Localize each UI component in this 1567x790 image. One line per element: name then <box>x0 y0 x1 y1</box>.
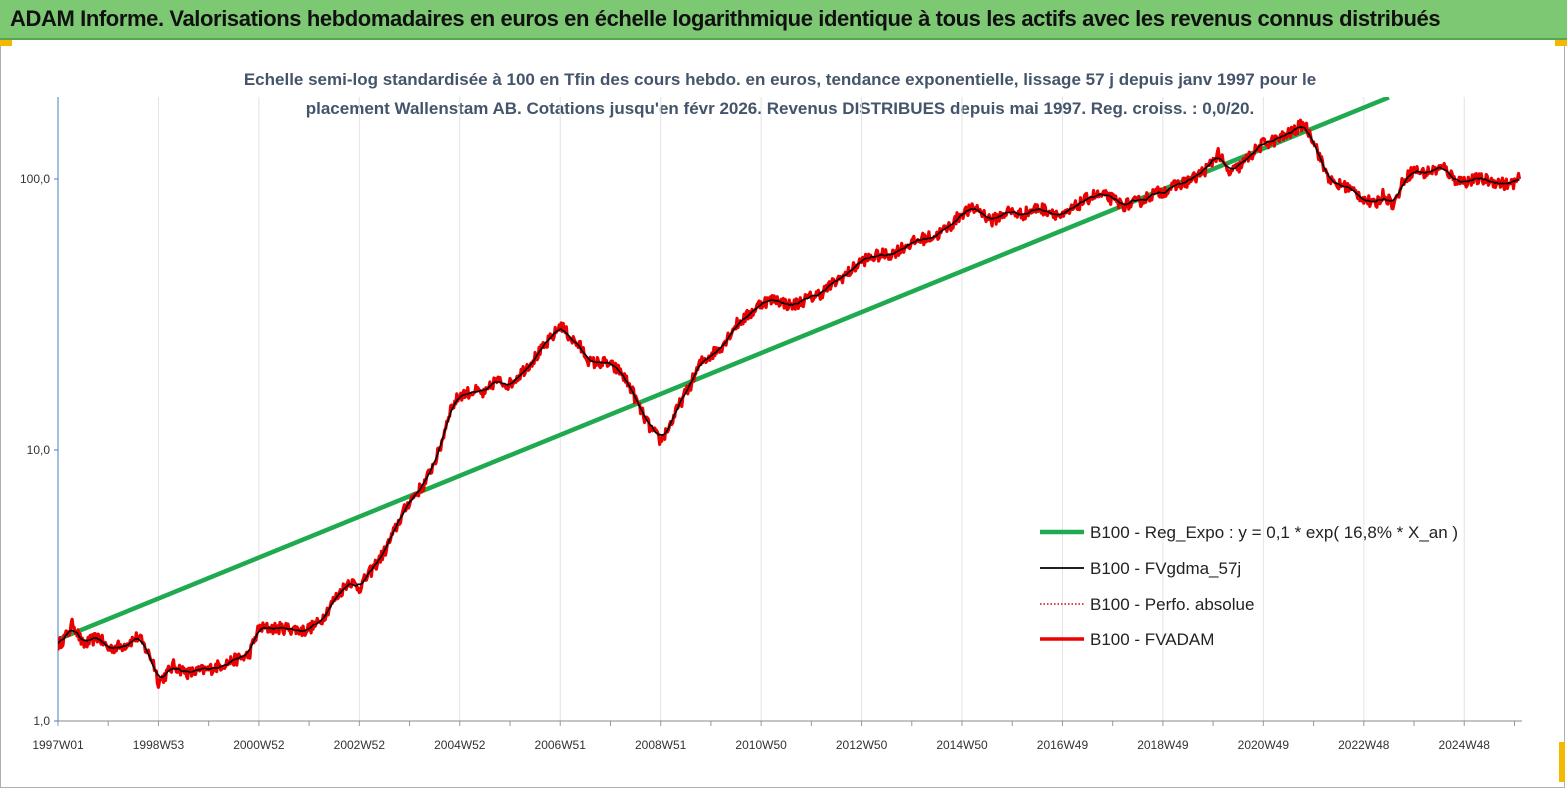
x-tick-label: 2022W48 <box>1338 738 1390 752</box>
corner-mark-top-right <box>1555 40 1567 46</box>
x-tick-label: 2024W48 <box>1439 738 1491 752</box>
x-tick-label: 1998W53 <box>133 738 185 752</box>
corner-mark-bottom-right <box>1559 742 1565 782</box>
series-layer <box>58 97 1522 689</box>
series-fvadam <box>58 118 1522 689</box>
y-tick-label: 100,0 <box>20 172 50 186</box>
banner-title: ADAM Informe. Valorisations hebdomadaire… <box>10 6 1441 31</box>
x-tick-label: 2000W52 <box>233 738 285 752</box>
x-tick-label: 2020W49 <box>1238 738 1290 752</box>
y-tick-label: 10,0 <box>27 443 51 457</box>
x-tick-label: 2002W52 <box>334 738 386 752</box>
chart-title: Echelle semi-log standardisée à 100 en T… <box>150 65 1410 123</box>
legend-label: B100 - Perfo. absolue <box>1090 595 1254 614</box>
chart-title-line-2: placement Wallenstam AB. Cotations jusqu… <box>305 99 1255 118</box>
legend: B100 - Reg_Expo : y = 0,1 * exp( 16,8% *… <box>1040 523 1458 649</box>
series-fvgdma-57j <box>58 125 1520 678</box>
series-reg-expo <box>58 97 1390 642</box>
report-banner: ADAM Informe. Valorisations hebdomadaire… <box>0 0 1567 40</box>
legend-label: B100 - Reg_Expo : y = 0,1 * exp( 16,8% *… <box>1090 523 1458 542</box>
x-tick-label: 2008W51 <box>635 738 687 752</box>
x-tick-label: 2012W50 <box>836 738 888 752</box>
y-tick-label: 1,0 <box>33 714 50 728</box>
corner-mark-top-left <box>0 40 12 46</box>
legend-label: B100 - FVADAM <box>1090 630 1214 649</box>
x-tick-label: 2004W52 <box>434 738 486 752</box>
x-tick-label: 2016W49 <box>1037 738 1089 752</box>
x-tick-label: 2014W50 <box>936 738 988 752</box>
legend-label: B100 - FVgdma_57j <box>1090 559 1241 578</box>
x-tick-label: 2018W49 <box>1137 738 1189 752</box>
x-tick-label: 1997W01 <box>32 738 84 752</box>
x-tick-label: 2010W50 <box>735 738 787 752</box>
x-tick-label: 2006W51 <box>535 738 587 752</box>
chart-title-line-1: Echelle semi-log standardisée à 100 en T… <box>243 70 1317 89</box>
axis-layer: 1997W01 1998W53 2000W52 2002W52 2004W52 2006W… <box>20 97 1522 752</box>
series-perfo-absolue <box>58 120 1520 688</box>
grid-layer <box>157 97 1465 721</box>
